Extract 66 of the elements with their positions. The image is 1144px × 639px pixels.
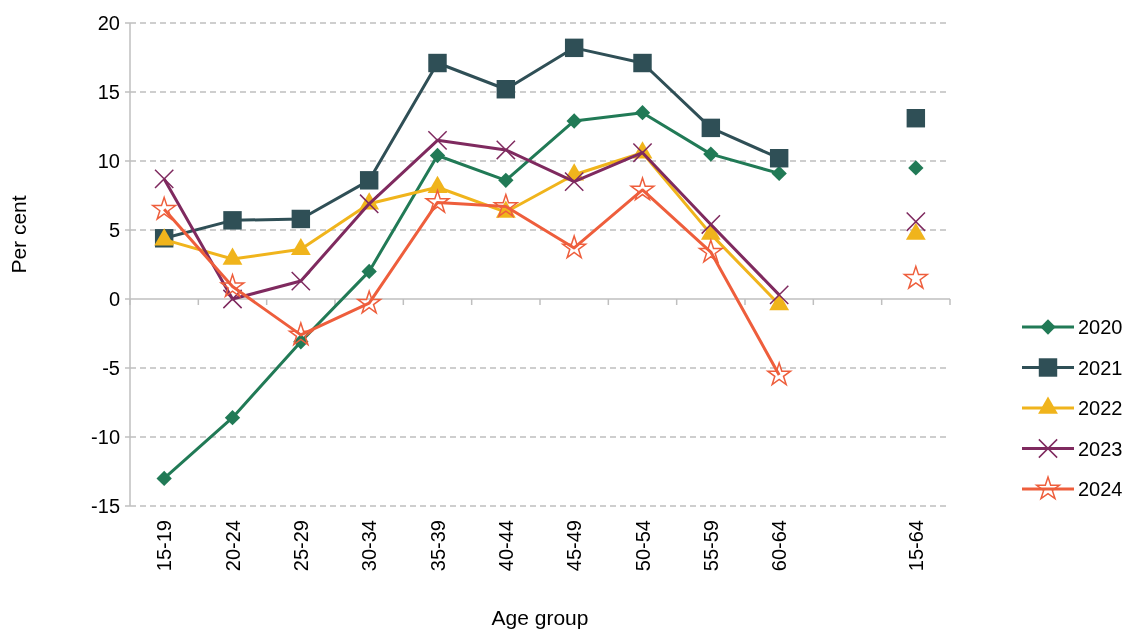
x-tick-label: 15-19 — [153, 520, 176, 572]
x-tick-label: 60-64 — [768, 520, 791, 572]
y-tick-label: 15 — [97, 81, 120, 103]
point — [496, 80, 516, 99]
legend-label: 2020 — [1078, 316, 1123, 338]
point — [634, 105, 651, 121]
point — [564, 171, 585, 192]
legend-label: 2022 — [1078, 397, 1123, 419]
y-tick-label: -5 — [102, 357, 120, 379]
point — [908, 160, 924, 176]
point — [701, 118, 721, 138]
point — [223, 211, 242, 230]
point — [495, 140, 516, 160]
point — [906, 109, 926, 128]
point — [630, 177, 655, 201]
y-tick-label: 5 — [108, 219, 120, 241]
legend-label: 2023 — [1078, 437, 1123, 460]
y-tick-label: 20 — [97, 12, 120, 34]
point — [700, 214, 721, 235]
point — [698, 239, 723, 263]
point — [425, 189, 450, 213]
legend-label: 2021 — [1078, 356, 1123, 379]
point — [769, 284, 790, 305]
point — [703, 146, 719, 162]
point — [769, 149, 789, 168]
point — [288, 322, 313, 346]
y-tick-label: 10 — [97, 150, 120, 172]
point — [428, 53, 447, 73]
point — [290, 271, 311, 291]
point — [156, 470, 172, 487]
point — [222, 289, 243, 309]
point — [566, 113, 582, 129]
x-tick-label: 40-44 — [494, 520, 517, 572]
point — [361, 263, 377, 280]
point — [152, 196, 177, 220]
point — [429, 147, 446, 164]
point — [359, 171, 379, 190]
point — [562, 235, 587, 259]
point — [427, 130, 448, 151]
point — [224, 410, 241, 426]
x-tick-label: 50-54 — [631, 520, 654, 572]
point — [564, 38, 584, 58]
x-tick-label: 20-24 — [221, 520, 244, 572]
point — [498, 172, 514, 188]
y-tick-label: 0 — [108, 288, 120, 310]
y-axis-title: Per cent — [7, 195, 30, 274]
point — [767, 362, 792, 386]
x-tick-label: 45-49 — [563, 520, 586, 572]
point — [154, 169, 175, 189]
point — [291, 209, 311, 229]
point — [493, 193, 518, 217]
point — [905, 211, 926, 232]
point — [771, 165, 787, 182]
point — [633, 53, 652, 73]
point — [357, 290, 382, 314]
x-tick-label: 15-64 — [904, 520, 927, 572]
y-tick-label: -15 — [91, 495, 120, 517]
x-tick-label: 25-29 — [289, 520, 312, 572]
point — [903, 265, 928, 289]
x-tick-label: 55-59 — [699, 520, 722, 572]
x-tick-label: 30-34 — [358, 520, 381, 572]
x-tick-label: 35-39 — [426, 520, 449, 572]
x-axis-title: Age group — [491, 606, 589, 629]
point — [220, 273, 245, 297]
legend-label: 2024 — [1078, 478, 1123, 500]
y-tick-label: -10 — [91, 426, 120, 448]
